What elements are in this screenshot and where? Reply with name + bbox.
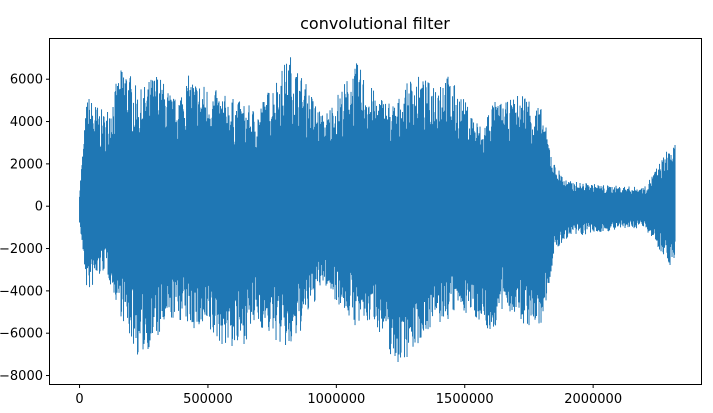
x-axis: 0 500000 1000000 1500000 2000000 <box>75 384 622 407</box>
x-tick-label: 500000 <box>183 392 233 407</box>
series-line <box>79 57 676 362</box>
x-tick-label: 2000000 <box>564 392 622 407</box>
y-tick-label: 2000 <box>10 157 43 172</box>
x-tick-label: 0 <box>75 392 83 407</box>
y-tick-label: 6000 <box>10 73 43 88</box>
plot-area <box>79 57 676 362</box>
x-tick-label: 1000000 <box>307 392 365 407</box>
y-tick-label: −8000 <box>0 369 43 384</box>
y-tick-label: −4000 <box>0 284 43 299</box>
plot-frame <box>49 38 702 385</box>
y-tick-label: 0 <box>35 200 43 215</box>
x-tick-label: 1500000 <box>436 392 494 407</box>
chart-title: convolutional filter <box>300 14 450 33</box>
y-tick-label: −6000 <box>0 327 43 342</box>
y-tick-label: −2000 <box>0 242 43 257</box>
y-tick-label: 4000 <box>10 115 43 130</box>
y-axis: −8000 −6000 −4000 −2000 0 2000 4000 6000 <box>0 73 50 384</box>
